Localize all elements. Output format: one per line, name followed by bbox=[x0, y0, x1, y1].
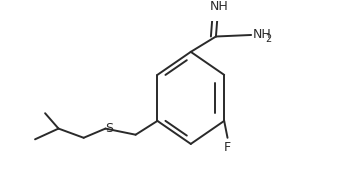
Text: 2: 2 bbox=[266, 34, 272, 44]
Text: NH: NH bbox=[253, 29, 271, 42]
Text: F: F bbox=[224, 141, 231, 154]
Text: S: S bbox=[105, 122, 113, 135]
Text: NH: NH bbox=[210, 1, 229, 14]
